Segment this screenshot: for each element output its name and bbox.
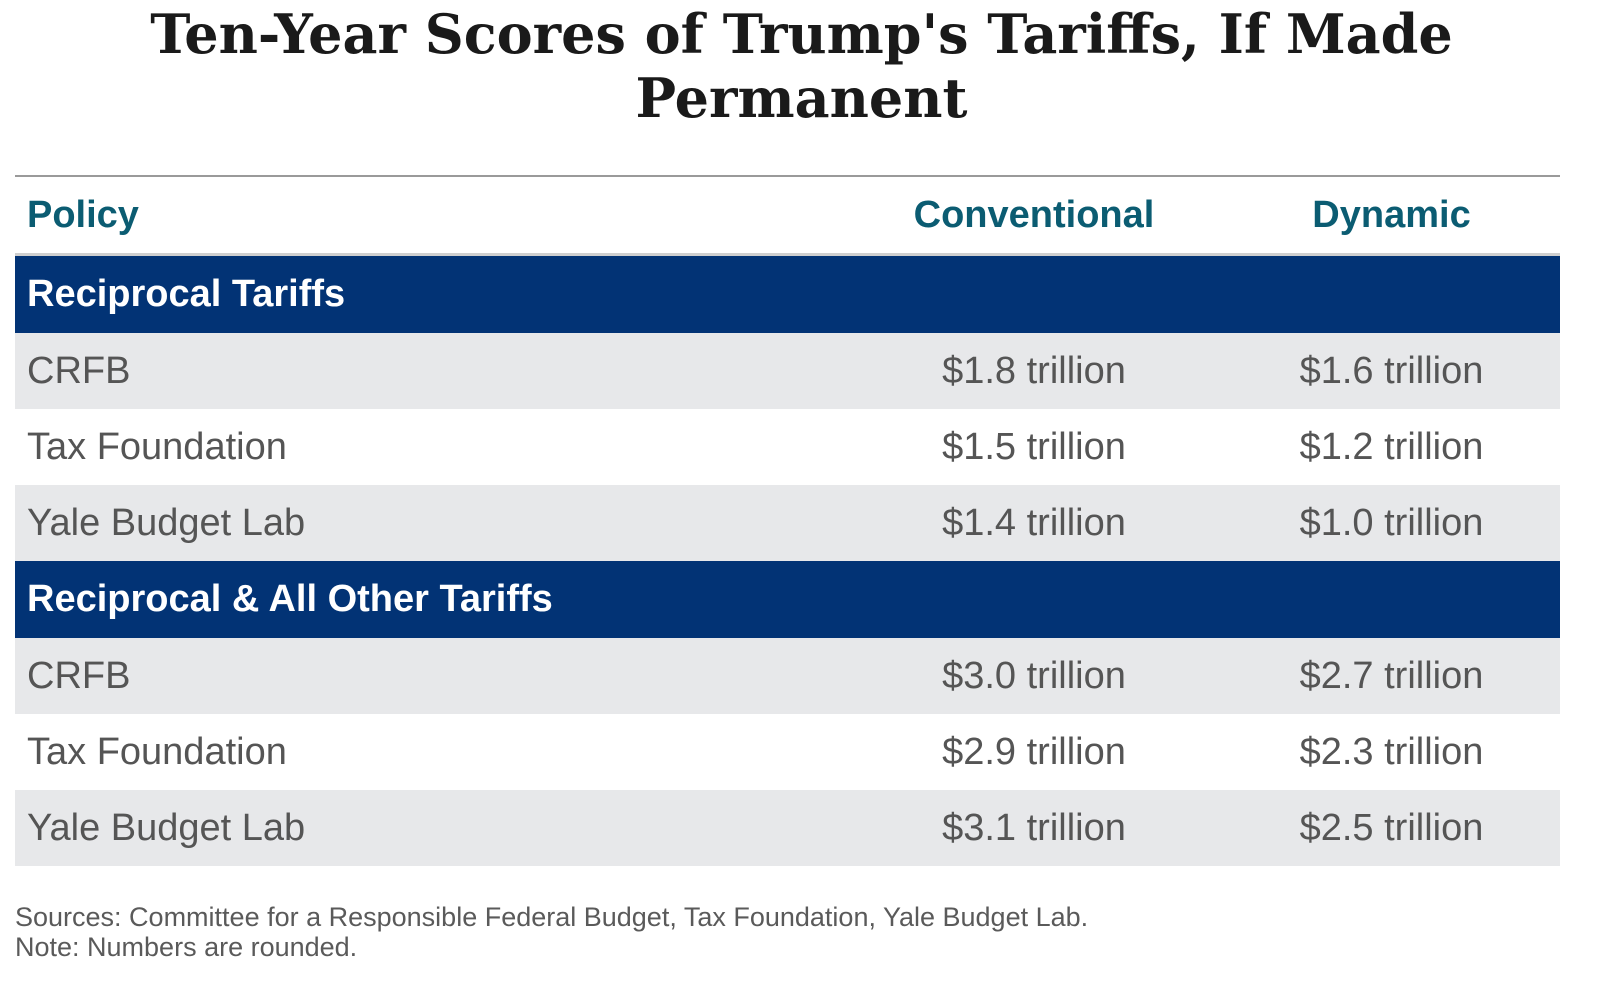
table-row: CRFB $1.8 trillion $1.6 trillion	[15, 333, 1560, 409]
row-source: Yale Budget Lab	[27, 501, 306, 544]
row-conventional: $2.9 trillion	[942, 730, 1126, 773]
table-row: Tax Foundation $1.5 trillion $1.2 trilli…	[15, 409, 1560, 485]
table-header-row: Policy Conventional Dynamic	[15, 177, 1560, 256]
row-conventional: $3.1 trillion	[942, 806, 1126, 849]
row-conventional: $3.0 trillion	[942, 654, 1126, 697]
row-dynamic: $1.0 trillion	[1299, 501, 1484, 544]
scores-table: Policy Conventional Dynamic Reciprocal T…	[15, 175, 1560, 866]
footer-sources: Sources: Committee for a Responsible Fed…	[15, 902, 1089, 932]
header-policy: Policy	[27, 193, 139, 236]
footer-note: Note: Numbers are rounded.	[15, 932, 358, 962]
row-dynamic: $2.5 trillion	[1299, 806, 1484, 849]
row-dynamic: $2.7 trillion	[1299, 654, 1484, 697]
table-row: Tax Foundation $2.9 trillion $2.3 trilli…	[15, 714, 1560, 790]
row-dynamic: $1.2 trillion	[1299, 425, 1484, 468]
section-header: Reciprocal & All Other Tariffs	[15, 561, 1560, 638]
table-row: Yale Budget Lab $1.4 trillion $1.0 trill…	[15, 485, 1560, 561]
row-source: CRFB	[27, 349, 131, 392]
header-dynamic: Dynamic	[1312, 193, 1471, 236]
section-header: Reciprocal Tariffs	[15, 256, 1560, 333]
row-source: Tax Foundation	[27, 425, 287, 468]
row-conventional: $1.4 trillion	[942, 501, 1126, 544]
row-source: CRFB	[27, 654, 131, 697]
row-conventional: $1.5 trillion	[942, 425, 1126, 468]
row-source: Tax Foundation	[27, 730, 287, 773]
row-source: Yale Budget Lab	[27, 806, 306, 849]
header-conventional: Conventional	[913, 193, 1155, 236]
table-row: Yale Budget Lab $3.1 trillion $2.5 trill…	[15, 790, 1560, 866]
page-title: Ten-Year Scores of Trump's Tariffs, If M…	[150, 2, 1453, 130]
row-dynamic: $1.6 trillion	[1299, 349, 1484, 392]
footer: Sources: Committee for a Responsible Fed…	[15, 902, 1088, 962]
table-row: CRFB $3.0 trillion $2.7 trillion	[15, 638, 1560, 714]
row-conventional: $1.8 trillion	[942, 349, 1126, 392]
row-dynamic: $2.3 trillion	[1299, 730, 1484, 773]
